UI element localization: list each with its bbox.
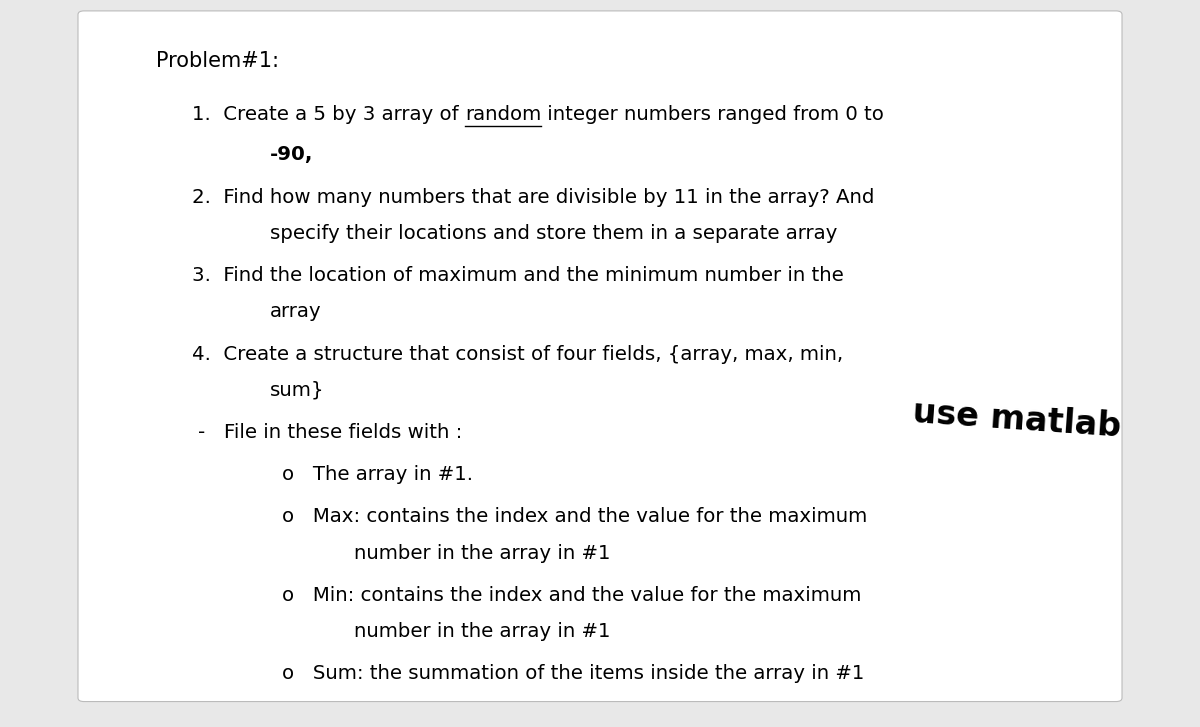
Text: -   File in these fields with :: - File in these fields with : — [198, 423, 462, 442]
Text: 4.  Create a structure that consist of four fields, {array, max, min,: 4. Create a structure that consist of fo… — [192, 345, 844, 364]
Text: -90,: -90, — [270, 145, 313, 164]
Text: o   Sum: the summation of the items inside the array in #1: o Sum: the summation of the items inside… — [282, 664, 864, 683]
Text: 3.  Find the location of maximum and the minimum number in the: 3. Find the location of maximum and the … — [192, 266, 844, 285]
Text: random: random — [464, 105, 541, 124]
Text: 1.  Create a 5 by 3 array of: 1. Create a 5 by 3 array of — [192, 105, 464, 124]
Text: array: array — [270, 302, 322, 321]
Text: o   Max: contains the index and the value for the maximum: o Max: contains the index and the value … — [282, 507, 868, 526]
Text: number in the array in #1: number in the array in #1 — [354, 544, 611, 563]
Text: use matlab: use matlab — [912, 396, 1123, 443]
Text: 2.  Find how many numbers that are divisible by 11 in the array? And: 2. Find how many numbers that are divisi… — [192, 188, 875, 206]
Text: Problem#1:: Problem#1: — [156, 51, 278, 71]
Text: o   The array in #1.: o The array in #1. — [282, 465, 473, 484]
Text: specify their locations and store them in a separate array: specify their locations and store them i… — [270, 224, 838, 243]
Text: number in the array in #1: number in the array in #1 — [354, 622, 611, 641]
Text: integer numbers ranged from 0 to: integer numbers ranged from 0 to — [541, 105, 884, 124]
Text: sum}: sum} — [270, 381, 324, 400]
Text: o   Min: contains the index and the value for the maximum: o Min: contains the index and the value … — [282, 586, 862, 605]
